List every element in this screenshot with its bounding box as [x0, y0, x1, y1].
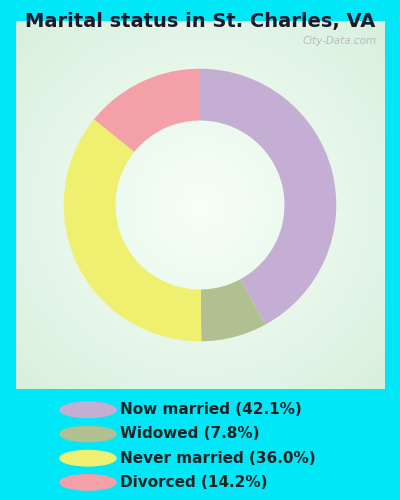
- Wedge shape: [64, 120, 201, 342]
- Wedge shape: [200, 68, 336, 324]
- Text: Now married (42.1%): Now married (42.1%): [120, 402, 302, 417]
- Text: City-Data.com: City-Data.com: [302, 36, 377, 46]
- Text: Marital status in St. Charles, VA: Marital status in St. Charles, VA: [25, 12, 375, 32]
- Text: Divorced (14.2%): Divorced (14.2%): [120, 475, 268, 490]
- Wedge shape: [201, 279, 265, 342]
- Circle shape: [60, 426, 116, 442]
- Circle shape: [60, 474, 116, 490]
- Text: Widowed (7.8%): Widowed (7.8%): [120, 426, 260, 442]
- Text: Never married (36.0%): Never married (36.0%): [120, 450, 316, 466]
- Circle shape: [60, 402, 116, 417]
- Circle shape: [60, 450, 116, 466]
- Wedge shape: [94, 68, 200, 152]
